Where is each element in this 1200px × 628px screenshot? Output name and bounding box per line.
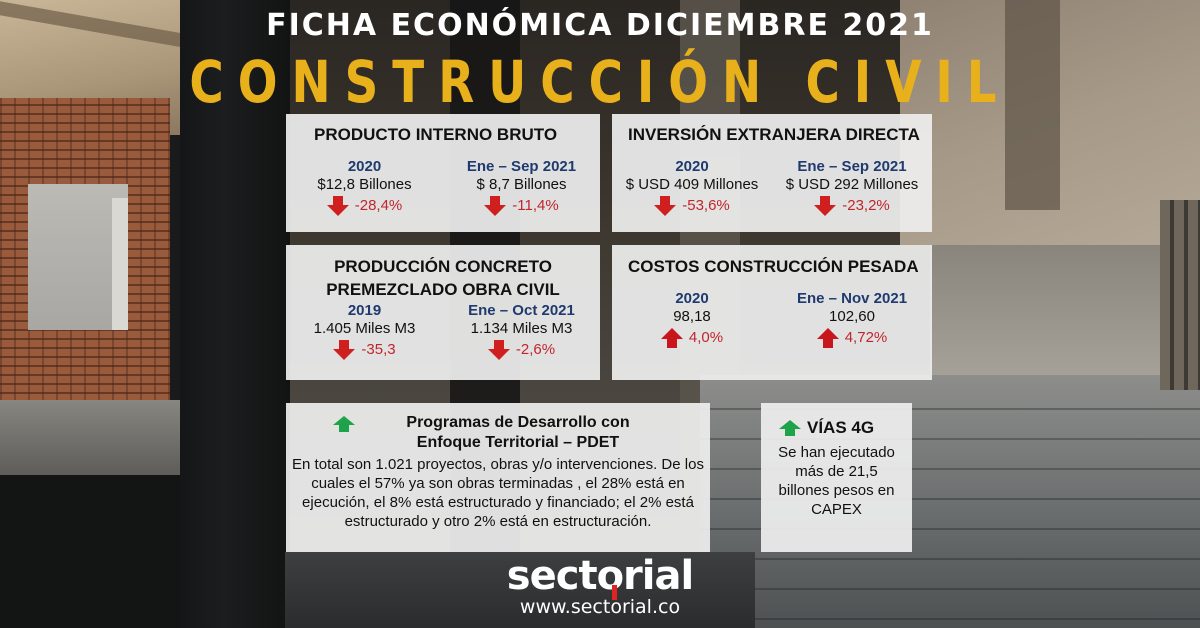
period-label: 2019 — [347, 302, 382, 319]
card-title: COSTOS CONSTRUCCIÓN PESADA — [628, 257, 919, 276]
period-label: 2020 — [675, 158, 709, 175]
change-value: -23,2% — [842, 197, 890, 214]
body-line: más de 21,5 — [795, 463, 878, 480]
change-value: 4,72% — [844, 329, 888, 346]
change-value: -11,4% — [512, 197, 559, 214]
arrow-down-icon — [484, 196, 507, 216]
arrow-up-icon — [660, 328, 683, 348]
arrow-down-icon — [814, 196, 837, 216]
change-value: -2,6% — [515, 341, 556, 358]
sectorial-logo: sectorial www.sectorial.co — [480, 556, 720, 618]
page-title: FICHA ECONÓMICA DICIEMBRE 2021 — [266, 8, 934, 43]
period-label: Ene – Oct 2021 — [468, 302, 575, 319]
period-label: Ene – Nov 2021 — [796, 290, 908, 307]
stat-2021: Ene – Sep 2021 $ 8,7 Billones -11,4% — [443, 157, 600, 216]
page-subtitle: CONSTRUCCIÓN CIVIL — [189, 49, 1011, 117]
card-body: Se han ejecutado más de 21,5 billones pe… — [761, 443, 912, 519]
arrow-up-green-icon — [779, 420, 801, 436]
change-value: -35,3 — [361, 341, 396, 358]
body-line: estructurado y otro 2% está en estructur… — [344, 513, 652, 530]
body-line: En total son 1.021 proyectos, obras y/o … — [292, 456, 704, 473]
stat-value: $ 8,7 Billones — [476, 176, 567, 193]
arrow-up-green-icon — [333, 416, 355, 432]
stat-value: $ USD 292 Millones — [785, 176, 919, 193]
card-title: INVERSIÓN EXTRANJERA DIRECTA — [628, 125, 920, 144]
period-label: 2020 — [675, 290, 709, 307]
arrow-up-icon — [816, 328, 839, 348]
card-vias-4g: VÍAS 4G Se han ejecutado más de 21,5 bil… — [761, 403, 912, 552]
stat-value: $ USD 409 Millones — [625, 176, 759, 193]
period-label: Ene – Sep 2021 — [797, 158, 907, 175]
brand-url[interactable]: www.sectorial.co — [519, 596, 681, 618]
stat-value: $12,8 Billones — [317, 176, 412, 193]
stat-value: 1.134 Miles M3 — [470, 320, 573, 337]
period-label: 2020 — [347, 158, 382, 175]
stat-value: 98,18 — [673, 308, 711, 325]
stat-2021: Ene – Sep 2021 $ USD 292 Millones -23,2% — [772, 157, 932, 216]
change-value: -28,4% — [354, 197, 403, 214]
card-title-line2: Enfoque Territorial – PDET — [416, 434, 620, 451]
stat-2021: Ene – Nov 2021 102,60 4,72% — [772, 289, 932, 348]
arrow-down-icon — [333, 340, 356, 360]
card-body: En total son 1.021 proyectos, obras y/o … — [286, 455, 710, 531]
stat-2020: 2020 $ USD 409 Millones -53,6% — [612, 157, 772, 216]
stat-2019: 2019 1.405 Miles M3 -35,3 — [286, 301, 443, 360]
stat-2021: Ene – Oct 2021 1.134 Miles M3 -2,6% — [443, 301, 600, 360]
body-line: ejecución, el 8% está estructurado y fin… — [302, 494, 694, 511]
card-pib: PRODUCTO INTERNO BRUTO 2020 $12,8 Billon… — [286, 114, 600, 232]
card-title: PRODUCTO INTERNO BRUTO — [314, 125, 558, 144]
card-ied: INVERSIÓN EXTRANJERA DIRECTA 2020 $ USD … — [612, 114, 932, 232]
body-line: billones pesos en — [778, 482, 895, 499]
logo-bar-icon — [612, 585, 617, 600]
card-title: VÍAS 4G — [807, 418, 875, 437]
stat-2020: 2020 $12,8 Billones -28,4% — [286, 157, 443, 216]
card-concreto: PRODUCCIÓN CONCRETO PREMEZCLADO OBRA CIV… — [286, 245, 600, 380]
card-title-line2: PREMEZCLADO OBRA CIVIL — [326, 280, 560, 299]
arrow-down-icon — [326, 196, 349, 216]
period-label: Ene – Sep 2021 — [466, 158, 577, 175]
stat-value: 102,60 — [829, 308, 875, 325]
body-line: Se han ejecutado — [778, 444, 895, 461]
body-line: cuales el 57% ya son obras terminadas , … — [311, 475, 685, 492]
arrow-down-icon — [654, 196, 677, 216]
stat-value: 1.405 Miles M3 — [313, 320, 416, 337]
card-title-line1: Programas de Desarrollo con — [406, 414, 630, 431]
card-pdet: Programas de Desarrollo con Enfoque Terr… — [286, 403, 710, 552]
change-value: 4,0% — [688, 329, 724, 346]
brand-name: sectorial — [506, 553, 694, 599]
stat-2020: 2020 98,18 4,0% — [612, 289, 772, 348]
card-title-line1: PRODUCCIÓN CONCRETO — [334, 257, 552, 276]
change-value: -53,6% — [682, 197, 730, 214]
card-costos: COSTOS CONSTRUCCIÓN PESADA 2020 98,18 4,… — [612, 245, 932, 380]
body-line: CAPEX — [811, 501, 862, 518]
arrow-down-icon — [487, 340, 510, 360]
